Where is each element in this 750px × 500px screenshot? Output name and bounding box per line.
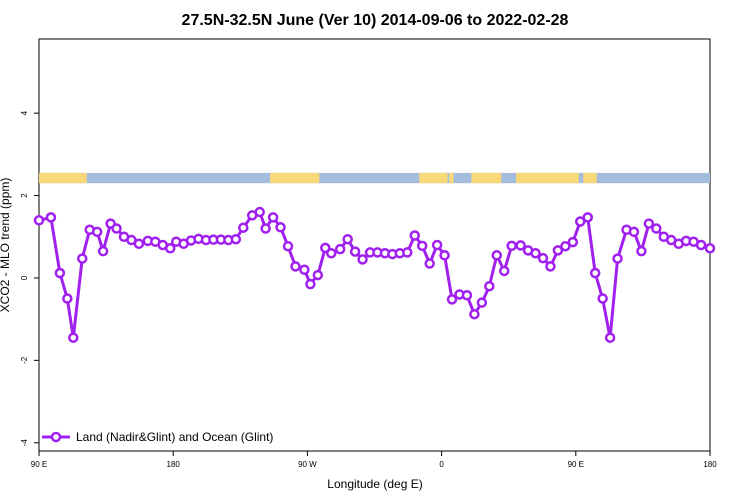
ocean-band xyxy=(39,172,710,184)
land-segment xyxy=(39,172,87,184)
x-axis: 90 E 180 90 W 0 90 E 180 xyxy=(31,451,717,469)
data-point xyxy=(254,206,265,218)
data-point xyxy=(402,247,413,258)
land-segment xyxy=(516,172,579,184)
data-point xyxy=(164,243,176,254)
y-axis-label: XCO2 - MLO trend (ppm) xyxy=(0,178,12,313)
data-point xyxy=(506,240,517,252)
data-point xyxy=(469,308,480,320)
data-point xyxy=(267,212,279,223)
y-tick-label: 0 xyxy=(20,275,29,280)
x-tick-label: 90 W xyxy=(298,460,317,469)
legend-marker xyxy=(50,431,62,443)
land-segment xyxy=(449,172,454,184)
data-point xyxy=(545,261,556,272)
data-point xyxy=(612,253,623,264)
x-tick-label: 90 E xyxy=(568,460,584,469)
data-point xyxy=(230,233,242,245)
data-point xyxy=(560,240,571,252)
data-point xyxy=(62,293,73,304)
data-point xyxy=(111,223,122,234)
land-segment xyxy=(471,172,502,184)
land-segment xyxy=(270,172,320,184)
chart-title: 27.5N-32.5N June (Ver 10) 2014-09-06 to … xyxy=(182,12,569,29)
data-point xyxy=(133,238,145,250)
data-point xyxy=(439,250,450,261)
data-point xyxy=(275,222,286,233)
data-point xyxy=(552,245,564,256)
data-point xyxy=(326,247,337,259)
land-segment xyxy=(583,172,597,184)
data-point xyxy=(476,297,488,308)
data-point xyxy=(357,254,368,265)
data-point xyxy=(491,250,503,261)
data-point xyxy=(498,265,510,277)
x-tick-label: 180 xyxy=(167,460,181,469)
data-point xyxy=(282,240,294,252)
data-point xyxy=(461,290,473,301)
data-point xyxy=(575,216,586,227)
data-point xyxy=(484,280,495,292)
y-tick-label: -2 xyxy=(20,356,29,364)
data-point xyxy=(628,226,640,238)
data-point xyxy=(431,239,443,251)
data-point xyxy=(643,218,655,229)
data-point xyxy=(704,243,716,254)
x-tick-label: 180 xyxy=(703,460,717,469)
data-point xyxy=(589,267,601,279)
data-point xyxy=(33,215,45,226)
data-point xyxy=(604,332,616,343)
series-layer xyxy=(33,206,716,343)
data-point xyxy=(305,278,316,290)
series-line xyxy=(38,210,711,340)
data-point xyxy=(537,252,549,264)
data-point xyxy=(91,226,103,238)
data-point xyxy=(515,240,526,251)
x-axis-label: Longitude (deg E) xyxy=(327,477,422,491)
data-point xyxy=(54,267,66,279)
data-point xyxy=(424,258,435,269)
data-point xyxy=(530,247,541,259)
data-point xyxy=(416,240,428,252)
data-point xyxy=(342,233,353,245)
data-point xyxy=(651,223,662,234)
land-ocean-mask xyxy=(39,172,710,184)
data-point xyxy=(582,212,593,223)
data-point xyxy=(349,246,361,257)
data-point xyxy=(334,243,346,255)
data-point xyxy=(567,236,579,248)
y-axis: -4 -2 0 2 4 xyxy=(20,110,39,446)
y-tick-label: -4 xyxy=(20,439,29,447)
data-point xyxy=(238,222,249,233)
data-point xyxy=(45,212,57,223)
data-point xyxy=(597,293,608,304)
x-tick-label: 0 xyxy=(439,460,444,469)
data-point xyxy=(446,294,458,305)
land-segment xyxy=(419,172,448,184)
legend-label: Land (Nadir&Glint) and Ocean (Glint) xyxy=(76,430,273,444)
y-tick-label: 2 xyxy=(20,193,29,198)
data-point xyxy=(409,230,421,241)
data-point xyxy=(68,332,79,343)
data-point xyxy=(290,261,301,272)
data-point xyxy=(312,269,324,281)
data-point xyxy=(76,253,88,264)
data-point xyxy=(260,223,271,234)
data-point xyxy=(695,239,707,251)
data-point xyxy=(636,245,647,257)
x-tick-label: 90 E xyxy=(31,460,47,469)
y-tick-label: 4 xyxy=(20,110,29,115)
legend: Land (Nadir&Glint) and Ocean (Glint) xyxy=(42,430,273,444)
data-point xyxy=(97,245,109,257)
data-point xyxy=(299,264,310,275)
